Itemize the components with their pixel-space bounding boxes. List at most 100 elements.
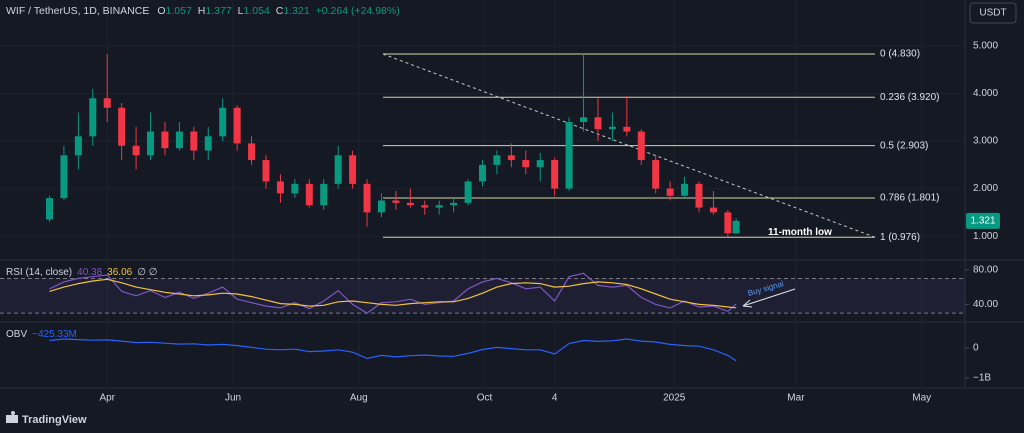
candle-body [594,117,602,130]
ohlc-key: O [157,5,165,17]
fib-label: 0 (4.830) [880,49,920,60]
y-tick-label: 3.000 [973,136,998,147]
candle-body [695,183,703,208]
candle-body [732,220,740,234]
candle-body [608,126,616,130]
pane-title: RSI (14, close) [6,267,72,278]
fib-label: 1 (0.976) [880,232,920,243]
last-price-tag [966,212,1000,229]
x-tick-label: Oct [477,393,493,404]
candle-body [406,202,414,206]
pane-value: 36.06 [107,267,132,278]
brand-logo-dot [11,411,15,415]
ohlc-key: H [198,5,206,17]
candle-body [681,183,689,196]
symbol-title: WIF / TetherUS, 1D, BINANCE [6,5,149,17]
fib-label: 0.5 (2.903) [880,140,928,151]
candle-body [580,117,588,123]
ohlc-value: 1.321 [283,5,309,17]
series-line [49,338,737,362]
candle-body [652,160,660,189]
x-tick-label: 2025 [663,393,686,404]
candle-body [60,155,68,199]
grid [0,0,965,388]
candle-body [536,160,544,168]
ohlc-value: 1.054 [244,5,270,17]
candle-body [204,136,212,151]
candle-body [320,183,328,206]
candle-body [666,188,674,196]
candle-body [291,183,299,194]
fib-label: 0.236 (3.920) [880,92,940,103]
candle-body [276,181,284,194]
candle-body [305,183,313,206]
annotation-arrow [742,288,796,307]
candle-body [45,198,53,220]
ohlc-value: 1.377 [205,5,231,17]
x-tick-label: Mar [787,393,805,404]
candle-body [493,155,501,165]
rsi-band [0,278,965,314]
pane-value: −425.33M [32,329,77,340]
annotation-arrowhead [742,299,753,308]
candle-body [89,98,97,137]
fib-label: 0.786 (1.801) [880,193,940,204]
y-tick-label: 2.000 [973,183,998,194]
pane-suffix: ∅ ∅ [137,267,157,278]
candle-body [377,200,385,213]
candle-body [190,131,198,151]
y-tick-label: 4.000 [973,88,998,99]
candle-body [565,122,573,189]
x-tick-label: Aug [350,393,368,404]
candle-body [522,160,530,168]
x-tick-label: May [912,393,931,404]
candle-body [479,164,486,182]
x-tick-label: Jun [225,393,241,404]
x-tick-label: Apr [99,393,115,404]
low-annotation: 11-month low [768,227,832,238]
pane-value: 40.38 [77,267,102,278]
brand-name: TradingView [22,414,87,426]
candle-body [161,131,169,149]
candle-body [74,136,82,156]
change-label: +0.264 (+24.98%) [316,5,400,17]
y-tick-label: 0 [973,343,979,354]
candle-body [709,207,717,213]
y-tick-label: 40.00 [973,299,998,310]
candle-body [392,200,400,203]
symbol-header: WIF / TetherUS, 1D, BINANCE O1.057 H1.377 L… [6,5,400,17]
brand-logo [6,415,18,423]
candle-body [637,131,645,161]
candle-body [147,131,155,156]
candle-body [551,160,559,189]
x-tick-label: 4 [552,393,558,404]
last-price: 1.321 [970,216,995,227]
candle-body [334,155,342,184]
y-tick-label: 5.000 [973,41,998,52]
candle-body [507,155,515,161]
y-tick-label: 80.00 [973,264,998,275]
candle-body [435,205,443,208]
candle-body [363,183,371,213]
y-tick-label: −1B [973,373,991,384]
candle-body [724,212,732,234]
candle-body [464,181,472,203]
candle-body [248,143,256,161]
candle-body [233,107,241,144]
candle-body [349,155,357,184]
ohlc-key: L [238,5,244,17]
pane-header: RSI (14, close) 40.38 36.06 ∅ ∅ [6,267,157,278]
ohlc-value: 1.057 [166,5,192,17]
pane-title: OBV [6,329,27,340]
currency-label[interactable]: USDT [979,8,1006,19]
pane-header: OBV −425.33M [6,329,77,340]
candle-body [623,126,631,132]
y-tick-label: 1.000 [973,231,998,242]
series-line [49,278,737,309]
candle-body [175,131,183,149]
candle-body [132,145,140,156]
ohlc-key: C [276,5,284,17]
currency-button[interactable] [969,2,1017,24]
